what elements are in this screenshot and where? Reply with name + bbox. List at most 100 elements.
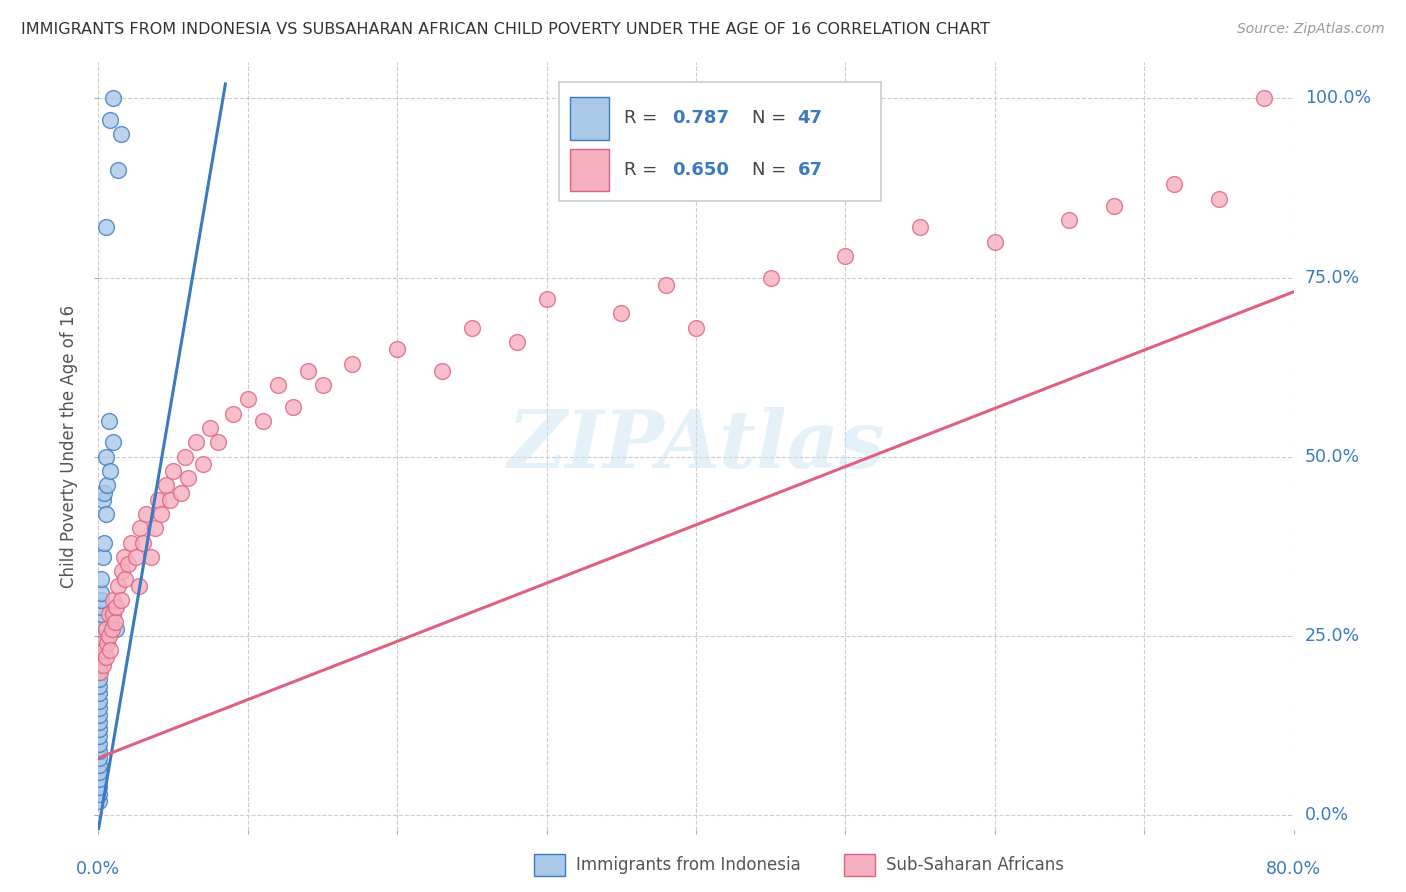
Point (98, 643, 122, 657)
Point (97, 607, 120, 622)
FancyBboxPatch shape (558, 81, 882, 201)
Point (222, 407, 245, 421)
Point (89, 772, 111, 787)
Point (96, 478, 118, 492)
Point (94, 450, 117, 464)
Point (103, 91, 125, 105)
Text: 75.0%: 75.0% (1305, 268, 1360, 286)
Text: 67: 67 (797, 161, 823, 178)
Point (120, 536, 142, 550)
Point (139, 550, 162, 565)
Point (103, 607, 125, 622)
Point (93, 485, 115, 500)
Text: 80.0%: 80.0% (1265, 860, 1322, 878)
Text: R =: R = (624, 110, 664, 128)
Point (132, 536, 155, 550)
Point (984, 235, 1007, 249)
Point (110, 593, 132, 607)
Point (1208, 192, 1230, 206)
Text: Sub-Saharan Africans: Sub-Saharan Africans (886, 855, 1064, 874)
Point (311, 378, 333, 392)
Point (90, 607, 112, 622)
Point (89, 650, 111, 665)
Point (685, 320, 707, 334)
Point (94, 507, 117, 521)
Point (93, 536, 115, 550)
Text: 25.0%: 25.0% (1305, 627, 1360, 645)
Text: 100.0%: 100.0% (1305, 89, 1371, 107)
Point (90, 572, 112, 586)
Point (93, 643, 115, 657)
Text: 0.0%: 0.0% (76, 860, 121, 878)
Text: 0.0%: 0.0% (1305, 806, 1348, 824)
Point (385, 342, 409, 356)
Point (342, 357, 364, 371)
Point (162, 464, 184, 478)
Point (89, 787, 111, 801)
Point (98, 464, 122, 478)
Point (129, 521, 152, 535)
Point (89, 657, 111, 672)
Point (89, 672, 111, 686)
Text: IMMIGRANTS FROM INDONESIA VS SUBSAHARAN AFRICAN CHILD POVERTY UNDER THE AGE OF 1: IMMIGRANTS FROM INDONESIA VS SUBSAHARAN … (21, 22, 990, 37)
Point (91, 657, 114, 672)
Point (297, 364, 319, 378)
Point (135, 507, 157, 521)
Point (159, 492, 181, 507)
Point (1104, 199, 1126, 213)
Point (89, 615, 111, 629)
Text: N =: N = (752, 161, 792, 178)
Text: Immigrants from Indonesia: Immigrants from Indonesia (576, 855, 801, 874)
Text: Source: ZipAtlas.com: Source: ZipAtlas.com (1237, 22, 1385, 37)
Text: ZIPAtlas: ZIPAtlas (508, 408, 884, 484)
Point (104, 615, 127, 629)
Point (461, 320, 484, 334)
Point (111, 565, 134, 579)
Point (90, 650, 112, 665)
Point (94, 220, 117, 235)
Text: 0.787: 0.787 (672, 110, 730, 128)
Point (89, 636, 111, 650)
Point (155, 478, 177, 492)
Bar (844, 854, 875, 876)
Point (89, 780, 111, 794)
Point (89, 794, 111, 808)
Point (89, 714, 111, 729)
Point (89, 665, 111, 679)
Point (89, 737, 111, 751)
Point (91, 492, 114, 507)
Point (200, 421, 222, 435)
Text: 50.0%: 50.0% (1305, 448, 1360, 466)
Point (97, 414, 120, 428)
Point (236, 392, 259, 407)
Point (90, 600, 112, 615)
Point (94, 650, 117, 665)
Point (114, 572, 136, 586)
Point (89, 665, 111, 679)
Text: N =: N = (752, 110, 792, 128)
Point (112, 550, 135, 565)
Point (1163, 178, 1185, 192)
FancyBboxPatch shape (571, 97, 609, 139)
Point (91, 636, 114, 650)
Point (759, 270, 782, 285)
Text: R =: R = (624, 161, 664, 178)
Point (103, 435, 125, 450)
Point (191, 457, 214, 471)
Point (91, 550, 114, 565)
Point (89, 722, 111, 736)
Point (536, 292, 558, 306)
Point (101, 622, 124, 636)
Point (94, 622, 117, 636)
Point (148, 492, 170, 507)
Point (184, 435, 207, 450)
Point (107, 163, 129, 178)
Point (89, 744, 111, 758)
Point (89, 758, 111, 772)
Point (89, 693, 111, 707)
Point (89, 707, 111, 722)
Point (207, 435, 229, 450)
Point (105, 622, 128, 636)
Point (89, 679, 111, 693)
Point (89, 629, 111, 643)
